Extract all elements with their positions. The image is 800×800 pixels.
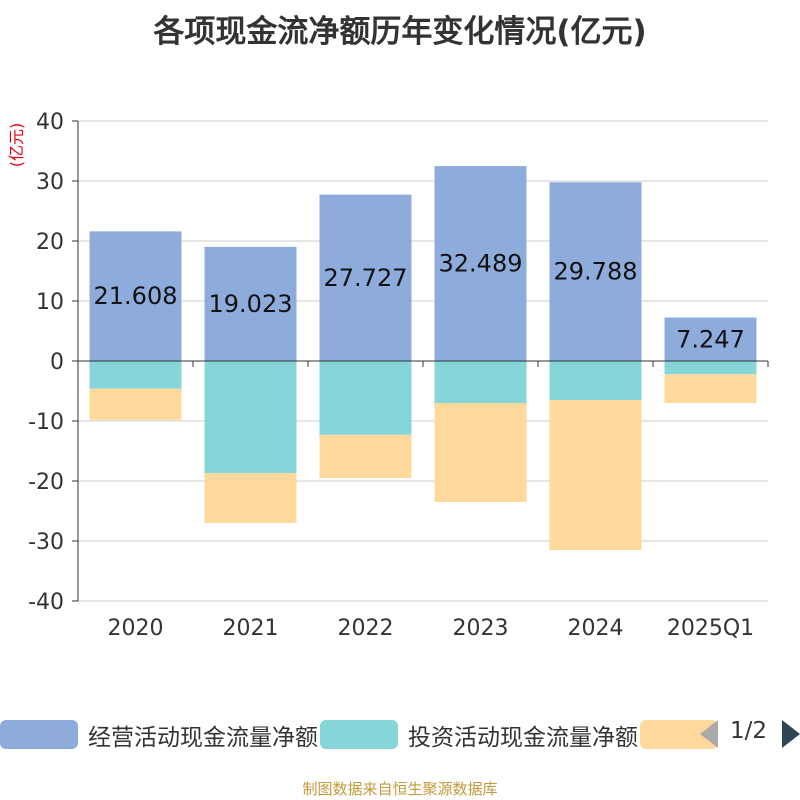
data-label: 27.727 <box>324 264 408 292</box>
data-label: 29.788 <box>554 258 638 286</box>
bar-3 <box>319 434 412 478</box>
legend-swatch <box>0 720 78 749</box>
x-tick-label: 2021 <box>223 616 279 641</box>
legend-label: 经营活动现金流量净额 <box>88 725 318 751</box>
x-tick-label: 2025Q1 <box>667 616 754 641</box>
x-tick-label: 2022 <box>338 616 394 641</box>
y-axis-label: (亿元) <box>7 123 26 168</box>
x-tick-label: 2020 <box>108 616 164 641</box>
bar-3 <box>89 388 182 420</box>
data-labels: 21.608 19.023 27.727 32.489 29.788 7.247 <box>94 250 745 354</box>
legend-next-arrow-icon[interactable] <box>782 720 800 748</box>
y-tick-label: 20 <box>36 230 64 255</box>
y-tick-label: 40 <box>36 110 64 135</box>
bar-1 <box>319 194 412 361</box>
bar-2 <box>549 361 642 400</box>
y-tick-label: -10 <box>28 410 64 435</box>
legend-page-indicator: 1/2 <box>730 718 768 744</box>
bar-1 <box>89 231 182 361</box>
bar-3 <box>434 403 527 502</box>
source-note: 制图数据来自恒生聚源数据库 <box>302 780 498 798</box>
bar-3 <box>549 400 642 550</box>
legend-swatch <box>320 720 398 749</box>
bar-3 <box>204 473 297 523</box>
y-tick-label: -40 <box>28 590 64 615</box>
bar-2 <box>89 361 182 389</box>
legend-prev-arrow-icon[interactable] <box>700 720 718 748</box>
bar-1 <box>434 166 527 361</box>
bar-2 <box>319 361 412 435</box>
legend: 经营活动现金流量净额 投资活动现金流量净额 <box>0 714 800 754</box>
axes: 40 30 20 10 0 -10 -20 -30 -40 (亿元) 2020 2021 2022 202… <box>7 110 769 641</box>
data-label: 21.608 <box>94 282 178 310</box>
x-tick-label: 2024 <box>568 616 624 641</box>
y-tick-label: -20 <box>28 470 64 495</box>
legend-label: 投资活动现金流量净额 <box>408 725 638 751</box>
bar-1 <box>204 246 297 361</box>
y-tick-label: -30 <box>28 530 64 555</box>
y-tick-label: 0 <box>50 350 64 375</box>
y-tick-label: 30 <box>36 170 64 195</box>
data-label: 19.023 <box>209 290 293 318</box>
bar-2 <box>664 361 757 375</box>
bar-2 <box>434 361 527 403</box>
bar-3 <box>664 374 757 403</box>
x-tick-label: 2023 <box>453 616 509 641</box>
chart-title: 各项现金流净额历年变化情况(亿元) <box>153 14 647 50</box>
bar-2 <box>204 361 297 474</box>
bar-1 <box>664 317 757 361</box>
bar-1 <box>549 182 642 361</box>
data-label: 32.489 <box>439 250 523 278</box>
gridlines <box>78 120 768 602</box>
y-tick-label: 10 <box>36 290 64 315</box>
data-label: 7.247 <box>676 325 745 353</box>
bars <box>89 166 757 550</box>
